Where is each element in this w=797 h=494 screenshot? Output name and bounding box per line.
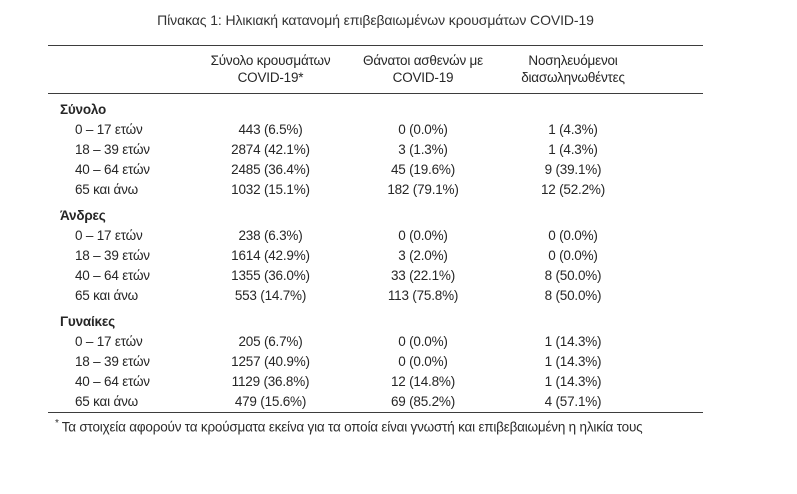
cases-cell: 238 (6.3%) bbox=[238, 228, 303, 243]
intubated-cell: 12 (52.2%) bbox=[540, 182, 606, 197]
intubated-cell: 1 (4.3%) bbox=[548, 142, 598, 157]
footnote-text: Τα στοιχεία αφορούν τα κρούσματα εκείνα … bbox=[61, 419, 643, 435]
cases-cell: 1355 (36.0%) bbox=[231, 268, 310, 283]
age-cell: 40 – 64 ετών bbox=[75, 162, 150, 177]
deaths-cell: 45 (19.6%) bbox=[390, 162, 456, 177]
section-label: Γυναίκες bbox=[60, 314, 115, 329]
cases-cell: 1129 (36.8%) bbox=[231, 374, 310, 389]
deaths-cell: 0 (0.0%) bbox=[398, 334, 448, 349]
deaths-cell: 12 (14.8%) bbox=[390, 374, 456, 389]
table-row: 18 – 39 ετών 1257 (40.9%) 0 (0.0%) 1 (14… bbox=[48, 352, 703, 372]
table-row: 0 – 17 ετών 443 (6.5%) 0 (0.0%) 1 (4.3%) bbox=[48, 120, 703, 140]
row-filler bbox=[663, 266, 703, 286]
cases-cell: 2485 (36.4%) bbox=[231, 162, 310, 177]
cases-cell: 2874 (42.1%) bbox=[231, 142, 310, 157]
header-cell-empty bbox=[48, 52, 178, 86]
age-cell: 65 και άνω bbox=[75, 182, 139, 197]
table-row: 0 – 17 ετών 238 (6.3%) 0 (0.0%) 0 (0.0%) bbox=[48, 226, 703, 246]
section-row-women: Γυναίκες bbox=[48, 306, 703, 332]
intubated-cell: 9 (39.1%) bbox=[544, 162, 602, 177]
header-intubated-line2: διασωληνωθέντες bbox=[521, 70, 625, 85]
cases-cell: 205 (6.7%) bbox=[238, 334, 303, 349]
intubated-cell: 0 (0.0%) bbox=[548, 228, 598, 243]
row-filler bbox=[663, 352, 703, 372]
header-deaths-line2: COVID-19 bbox=[392, 70, 454, 85]
header-deaths-line1: Θάνατοι ασθενών με bbox=[363, 53, 483, 68]
deaths-cell: 33 (22.1%) bbox=[390, 268, 456, 283]
deaths-cell: 113 (75.8%) bbox=[387, 288, 459, 303]
age-cell: 65 και άνω bbox=[75, 288, 139, 303]
table-row: 40 – 64 ετών 1355 (36.0%) 33 (22.1%) 8 (… bbox=[48, 266, 703, 286]
cases-cell: 1032 (15.1%) bbox=[231, 182, 310, 197]
row-filler bbox=[663, 332, 703, 352]
age-cell: 18 – 39 ετών bbox=[75, 354, 150, 369]
cases-cell: 1614 (42.9%) bbox=[231, 248, 310, 263]
age-cell: 18 – 39 ετών bbox=[75, 248, 150, 263]
cases-cell: 1257 (40.9%) bbox=[231, 354, 310, 369]
deaths-cell: 0 (0.0%) bbox=[398, 354, 448, 369]
age-cell: 65 και άνω bbox=[75, 394, 139, 409]
header-cell-filler bbox=[663, 52, 703, 86]
row-filler bbox=[663, 392, 703, 412]
header-cell-deaths: Θάνατοι ασθενών με COVID-19 bbox=[363, 52, 483, 86]
footnote-asterisk: * bbox=[55, 418, 59, 429]
deaths-cell: 0 (0.0%) bbox=[398, 122, 448, 137]
age-cell: 0 – 17 ετών bbox=[75, 228, 143, 243]
deaths-cell: 3 (1.3%) bbox=[398, 142, 448, 157]
intubated-cell: 4 (57.1%) bbox=[544, 394, 602, 409]
intubated-cell: 1 (4.3%) bbox=[548, 122, 598, 137]
intubated-cell: 1 (14.3%) bbox=[544, 354, 602, 369]
intubated-cell: 1 (14.3%) bbox=[544, 334, 602, 349]
row-filler bbox=[663, 246, 703, 266]
age-cell: 40 – 64 ετών bbox=[75, 268, 150, 283]
table-row: 0 – 17 ετών 205 (6.7%) 0 (0.0%) 1 (14.3%… bbox=[48, 332, 703, 352]
intubated-cell: 0 (0.0%) bbox=[548, 248, 598, 263]
table-header: Σύνολο κρουσμάτων COVID-19* Θάνατοι ασθε… bbox=[48, 45, 703, 94]
row-filler bbox=[663, 120, 703, 140]
table-title: Πίνακας 1: Ηλικιακή κατανομή επιβεβαιωμέ… bbox=[157, 12, 594, 28]
deaths-cell: 69 (85.2%) bbox=[390, 394, 456, 409]
header-cell-intubated: Νοσηλευόμενοι διασωληνωθέντες bbox=[483, 52, 663, 86]
table-row: 40 – 64 ετών 1129 (36.8%) 12 (14.8%) 1 (… bbox=[48, 372, 703, 392]
section-label: Σύνολο bbox=[60, 102, 107, 117]
table-row: 18 – 39 ετών 1614 (42.9%) 3 (2.0%) 0 (0.… bbox=[48, 246, 703, 266]
table-row: 65 και άνω 1032 (15.1%) 182 (79.1%) 12 (… bbox=[48, 180, 703, 200]
covid-age-table: Σύνολο κρουσμάτων COVID-19* Θάνατοι ασθε… bbox=[48, 45, 703, 435]
age-cell: 18 – 39 ετών bbox=[75, 142, 150, 157]
report-content: Πίνακας 1: Ηλικιακή κατανομή επιβεβαιωμέ… bbox=[48, 0, 703, 435]
section-label: Άνδρες bbox=[60, 208, 106, 223]
footnote: * Τα στοιχεία αφορούν τα κρούσματα εκείνα… bbox=[48, 413, 703, 435]
table-row: 18 – 39 ετών 2874 (42.1%) 3 (1.3%) 1 (4.… bbox=[48, 140, 703, 160]
header-cell-cases: Σύνολο κρουσμάτων COVID-19* bbox=[178, 52, 363, 86]
intubated-cell: 8 (50.0%) bbox=[544, 268, 602, 283]
age-cell: 0 – 17 ετών bbox=[75, 334, 143, 349]
age-cell: 0 – 17 ετών bbox=[75, 122, 143, 137]
cases-cell: 443 (6.5%) bbox=[238, 122, 303, 137]
section-row-total: Σύνολο bbox=[48, 94, 703, 120]
header-cases-line2: COVID-19* bbox=[237, 70, 304, 85]
intubated-cell: 8 (50.0%) bbox=[544, 288, 602, 303]
row-filler bbox=[663, 372, 703, 392]
deaths-cell: 182 (79.1%) bbox=[387, 182, 459, 197]
header-intubated-line1: Νοσηλευόμενοι bbox=[528, 53, 618, 68]
row-filler bbox=[663, 140, 703, 160]
table-body: Σύνολο 0 – 17 ετών 443 (6.5%) 0 (0.0%) 1… bbox=[48, 94, 703, 413]
table-row: 65 και άνω 553 (14.7%) 113 (75.8%) 8 (50… bbox=[48, 286, 703, 306]
row-filler bbox=[663, 226, 703, 246]
row-filler bbox=[663, 180, 703, 200]
cases-cell: 553 (14.7%) bbox=[234, 288, 307, 303]
deaths-cell: 0 (0.0%) bbox=[398, 228, 448, 243]
cases-cell: 479 (15.6%) bbox=[234, 394, 307, 409]
table-row: 40 – 64 ετών 2485 (36.4%) 45 (19.6%) 9 (… bbox=[48, 160, 703, 180]
deaths-cell: 3 (2.0%) bbox=[398, 248, 448, 263]
table-row: 65 και άνω 479 (15.6%) 69 (85.2%) 4 (57.… bbox=[48, 392, 703, 412]
intubated-cell: 1 (14.3%) bbox=[544, 374, 602, 389]
section-row-men: Άνδρες bbox=[48, 200, 703, 226]
header-cases-line1: Σύνολο κρουσμάτων bbox=[210, 53, 331, 68]
row-filler bbox=[663, 160, 703, 180]
row-filler bbox=[663, 286, 703, 306]
age-cell: 40 – 64 ετών bbox=[75, 374, 150, 389]
